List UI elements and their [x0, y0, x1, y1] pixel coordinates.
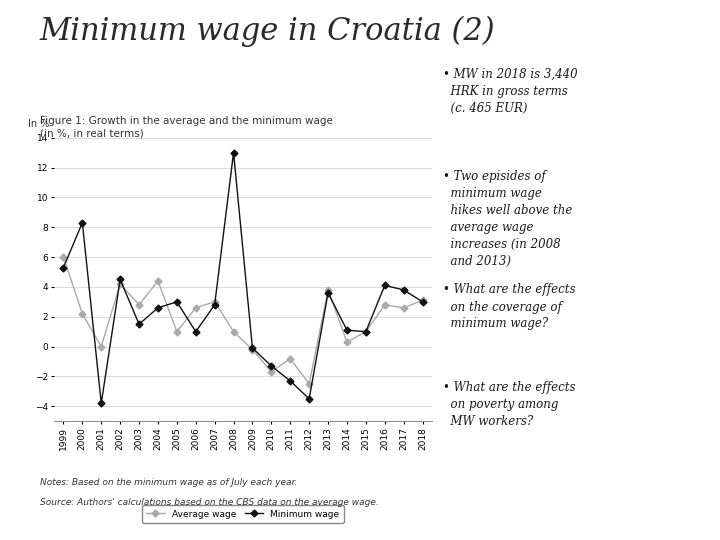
Text: Minimum wage in Croatia (2): Minimum wage in Croatia (2) — [40, 16, 495, 48]
Text: In %: In % — [27, 119, 49, 129]
Text: • What are the effects
  on poverty among
  MW workers?: • What are the effects on poverty among … — [443, 381, 575, 428]
Text: (in %, in real terms): (in %, in real terms) — [40, 129, 143, 139]
Text: Figure 1: Growth in the average and the minimum wage: Figure 1: Growth in the average and the … — [40, 116, 333, 126]
Text: Source: Authors' calculations based on the CBS data on the average wage.: Source: Authors' calculations based on t… — [40, 498, 378, 507]
Text: • What are the effects
  on the coverage of
  minimum wage?: • What are the effects on the coverage o… — [443, 284, 575, 330]
Legend: Average wage, Minimum wage: Average wage, Minimum wage — [142, 505, 344, 523]
Text: • MW in 2018 is 3,440
  HRK in gross terms
  (c. 465 EUR): • MW in 2018 is 3,440 HRK in gross terms… — [443, 68, 577, 114]
Text: Notes: Based on the minimum wage as of July each year.: Notes: Based on the minimum wage as of J… — [40, 478, 297, 487]
Text: • Two episides of
  minimum wage
  hikes well above the
  average wage
  increas: • Two episides of minimum wage hikes wel… — [443, 170, 572, 268]
